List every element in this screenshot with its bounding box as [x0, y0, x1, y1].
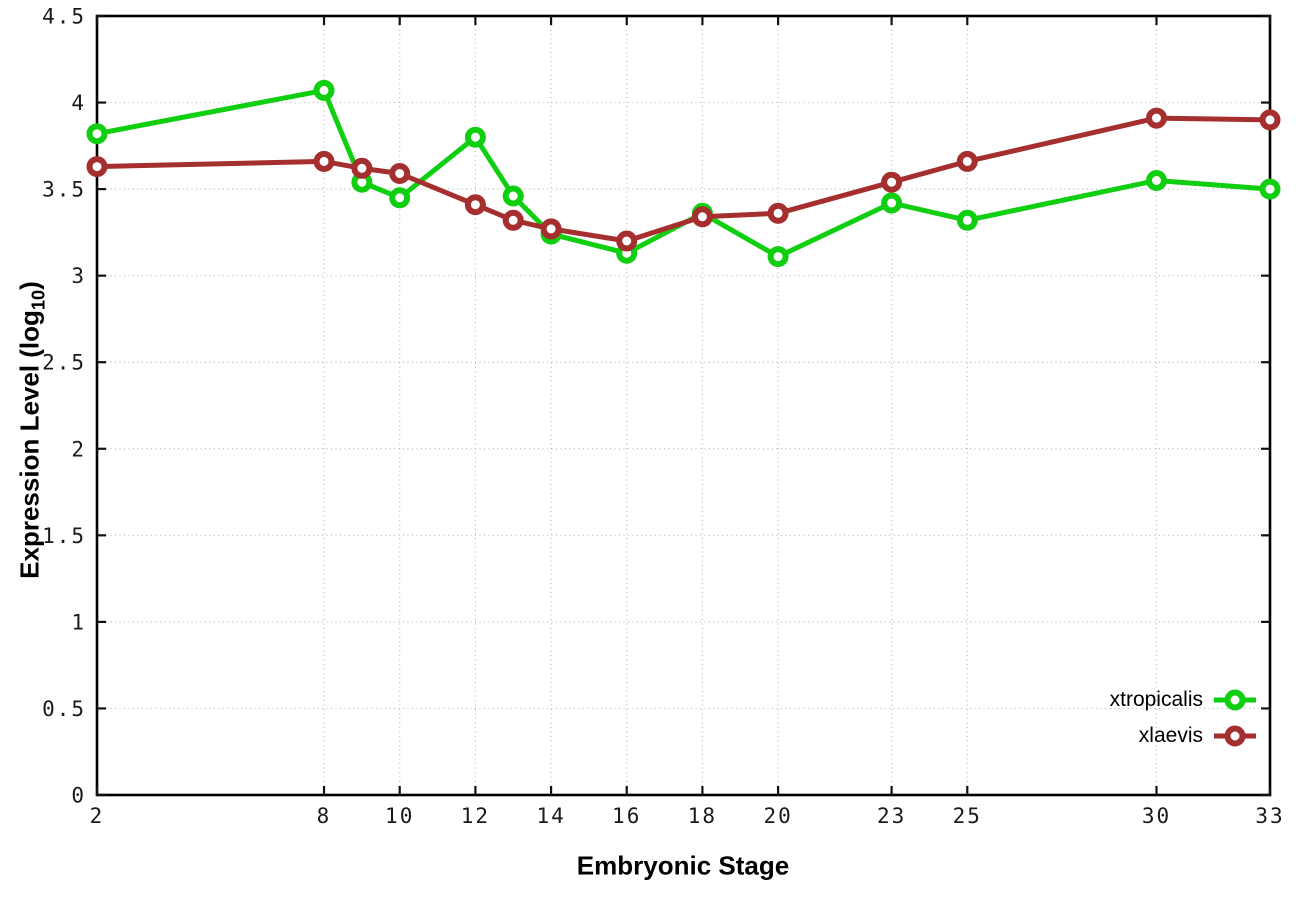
- legend-marker-xtropicalis-icon: [1214, 689, 1256, 711]
- y-tick-label-1: 1: [71, 610, 86, 634]
- x-tick-label-2: 2: [90, 804, 105, 828]
- y-tick-label-1.5: 1.5: [42, 524, 86, 548]
- series-xlaevis-point-33: [1259, 109, 1281, 131]
- series-xlaevis-line: [94, 115, 1273, 244]
- series-xtropicalis-point-8: [313, 79, 335, 101]
- legend-label-xlaevis: xlaevis: [1138, 724, 1203, 747]
- series-xtropicalis-point-33: [1259, 178, 1281, 200]
- y-tick-label-2: 2: [71, 437, 86, 461]
- x-tick-label-30: 30: [1142, 804, 1171, 828]
- series-xlaevis-point-23: [881, 171, 903, 193]
- legend-item-xlaevis: xlaevis: [1139, 718, 1258, 754]
- y-axis-title: Expression Level (log10): [14, 281, 49, 579]
- series-xtropicalis-point-2: [86, 123, 108, 145]
- x-tick-label-16: 16: [612, 804, 641, 828]
- legend-item-xtropicalis: xtropicalis: [1110, 682, 1258, 718]
- y-axis-title-text: Expression Level (log: [14, 310, 45, 579]
- y-tick-label-0.5: 0.5: [42, 697, 86, 721]
- x-axis-title: Embryonic Stage: [576, 850, 790, 881]
- x-tick-label-33: 33: [1255, 804, 1284, 828]
- x-tick-label-8: 8: [317, 804, 332, 828]
- y-tick-label-4: 4: [71, 91, 86, 115]
- series-xlaevis-point-18: [691, 206, 713, 228]
- plot-border: [95, 14, 1272, 797]
- x-tick-label-20: 20: [763, 804, 792, 828]
- series-xtropicalis-line: [94, 87, 1273, 260]
- legend-label-xtropicalis: xtropicalis: [1109, 688, 1203, 711]
- x-tick-label-12: 12: [461, 804, 490, 828]
- y-tick-label-3: 3: [71, 264, 86, 288]
- series-xtropicalis-point-10: [389, 187, 411, 209]
- series-xtropicalis-point-20: [767, 246, 789, 268]
- series-xlaevis-point-8: [313, 150, 335, 172]
- x-tick-label-10: 10: [385, 804, 414, 828]
- y-tick-label-2.5: 2.5: [42, 351, 86, 375]
- legend: xtropicalis xlaevis: [1110, 682, 1258, 754]
- series-xtropicalis-point-13: [502, 185, 524, 207]
- series-xlaevis-point-12: [464, 194, 486, 216]
- series-xtropicalis-point-30: [1146, 170, 1167, 191]
- series-xlaevis-point-13: [502, 209, 524, 231]
- x-tick-label-14: 14: [536, 804, 565, 828]
- y-axis-title-suffix: ): [14, 281, 45, 290]
- series-xlaevis-point-16: [616, 230, 638, 252]
- series-xlaevis-point-14: [540, 218, 562, 240]
- series-xtropicalis-point-12: [464, 126, 486, 148]
- y-axis-title-subscript: 10: [28, 289, 49, 311]
- series-xtropicalis-point-23: [881, 192, 903, 214]
- series-xlaevis-point-20: [767, 202, 789, 224]
- y-tick-label-4.5: 4.5: [42, 5, 86, 29]
- y-tick-label-0: 0: [71, 784, 86, 808]
- y-tick-label-3.5: 3.5: [42, 178, 86, 202]
- x-tick-label-23: 23: [877, 804, 906, 828]
- series-xlaevis-point-30: [1146, 107, 1167, 129]
- legend-marker-xlaevis-icon: [1214, 725, 1256, 747]
- x-tick-label-18: 18: [688, 804, 717, 828]
- series-xlaevis-point-2: [86, 156, 108, 178]
- series-xlaevis-point-25: [956, 150, 978, 172]
- series-xlaevis-point-10: [389, 163, 411, 184]
- x-tick-label-25: 25: [953, 804, 982, 828]
- series-xtropicalis-point-25: [956, 209, 978, 231]
- series-xlaevis-point-9: [351, 157, 373, 179]
